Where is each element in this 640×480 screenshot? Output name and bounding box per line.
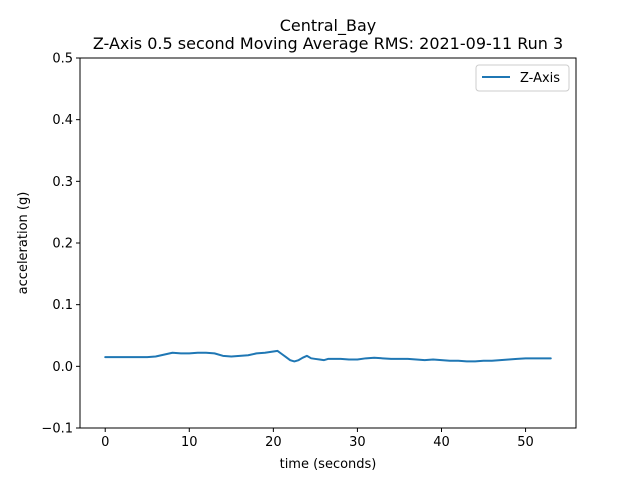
y-tick-label: 0.3 [52, 175, 73, 190]
plot-frame [79, 57, 577, 429]
x-tick-label: 50 [517, 435, 534, 450]
legend: Z-Axis [475, 64, 570, 92]
legend-label-z-axis: Z-Axis [520, 71, 560, 86]
x-axis-label: time (seconds) [280, 457, 377, 472]
x-tick-label: 40 [433, 435, 450, 450]
y-axis-label: acceleration (g) [16, 192, 31, 295]
x-tick-label: 30 [349, 435, 366, 450]
y-axis-ticks: −0.1 0.0 0.1 0.2 0.3 0.4 0.5 [41, 52, 80, 437]
series-line-z-axis [104, 349, 552, 363]
y-tick-label: 0.1 [52, 298, 73, 313]
chart-subtitle: Z-Axis 0.5 second Moving Average RMS: 20… [93, 34, 563, 53]
legend-box [475, 64, 570, 92]
y-tick-label: 0.4 [52, 113, 73, 128]
chart-title: Central_Bay [280, 16, 377, 36]
y-tick-label: 0.2 [52, 237, 73, 252]
y-tick-label: −0.1 [41, 422, 73, 437]
x-axis-ticks: 0 10 20 30 40 50 [101, 428, 534, 450]
y-tick-label: 0.5 [52, 52, 73, 67]
y-tick-label: 0.0 [52, 360, 73, 375]
x-tick-label: 0 [101, 435, 109, 450]
x-tick-label: 10 [181, 435, 198, 450]
x-tick-label: 20 [265, 435, 282, 450]
series-layer [104, 349, 552, 363]
